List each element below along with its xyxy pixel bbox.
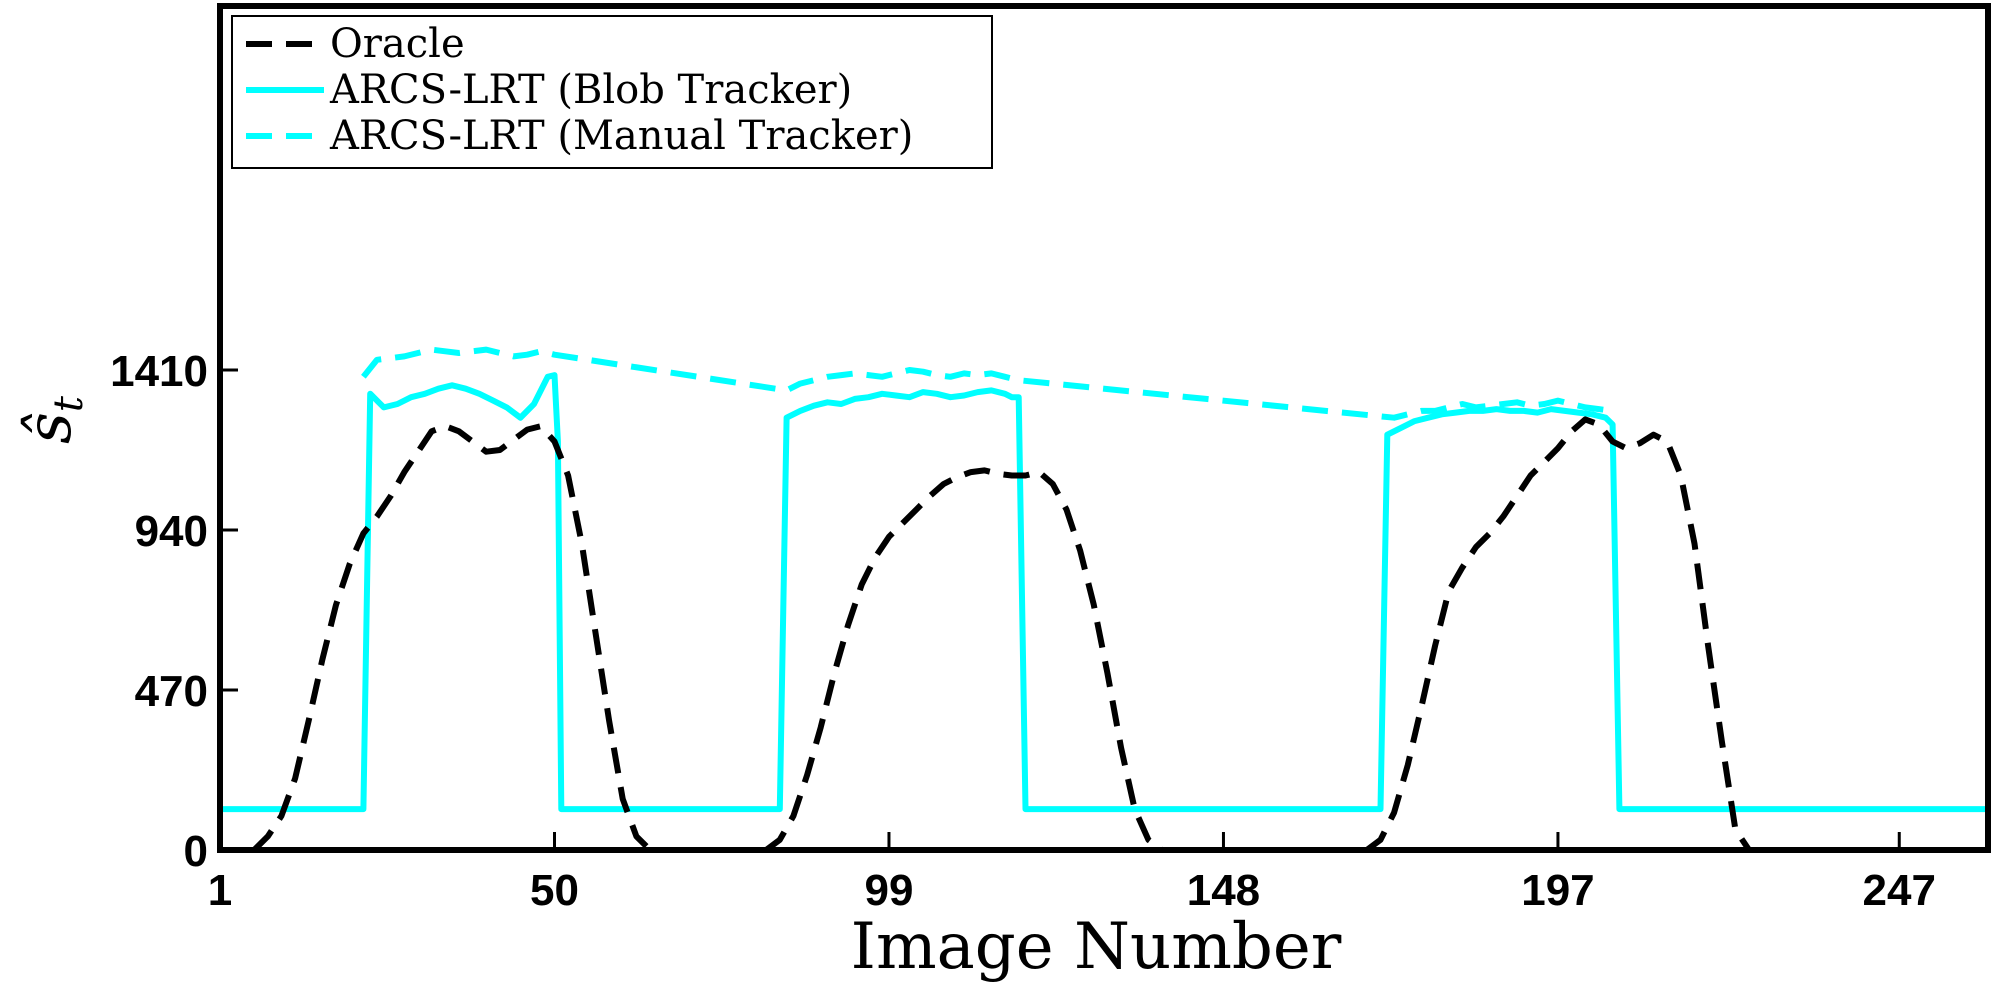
x-tick-label: 247 [1863,866,1936,915]
y-axis-title-sub: t [46,395,92,412]
y-tick-label: 0 [184,827,208,876]
plot-area [220,346,1988,853]
x-tick-label: 197 [1521,866,1594,915]
x-axis-title: Image Number [851,910,1342,984]
legend-label: ARCS-LRT (Manual Tracker) [329,113,913,159]
series-line-oracle [251,423,653,853]
series-line-oracle-segment-2 [1365,416,1752,853]
legend-label: Oracle [330,21,465,67]
series-line-arcs-lrt-blob-tracker [220,372,1988,813]
axis-ticks [218,368,1901,852]
axis-tick-labels: 1 50 99 148 197 247 0 470 940 1410 [110,347,1936,915]
series-line-oracle-segment-1 [764,467,1164,853]
y-axis-title: ŝt [12,395,92,444]
legend-box [231,15,993,169]
legend-label: ARCS-LRT (Blob Tracker) [329,67,852,113]
plot-frame [217,3,1991,853]
y-axis-title-main: ŝ [12,412,85,444]
x-tick-label: 99 [864,866,913,915]
x-tick-label: 1 [208,866,232,915]
x-tick-label: 148 [1187,866,1260,915]
y-tick-label: 940 [135,507,208,556]
y-tick-label: 470 [135,667,208,716]
series-line-arcs-lrt-manual-tracker [361,346,1613,421]
y-tick-label: 1410 [110,347,208,396]
x-tick-label: 50 [530,866,579,915]
